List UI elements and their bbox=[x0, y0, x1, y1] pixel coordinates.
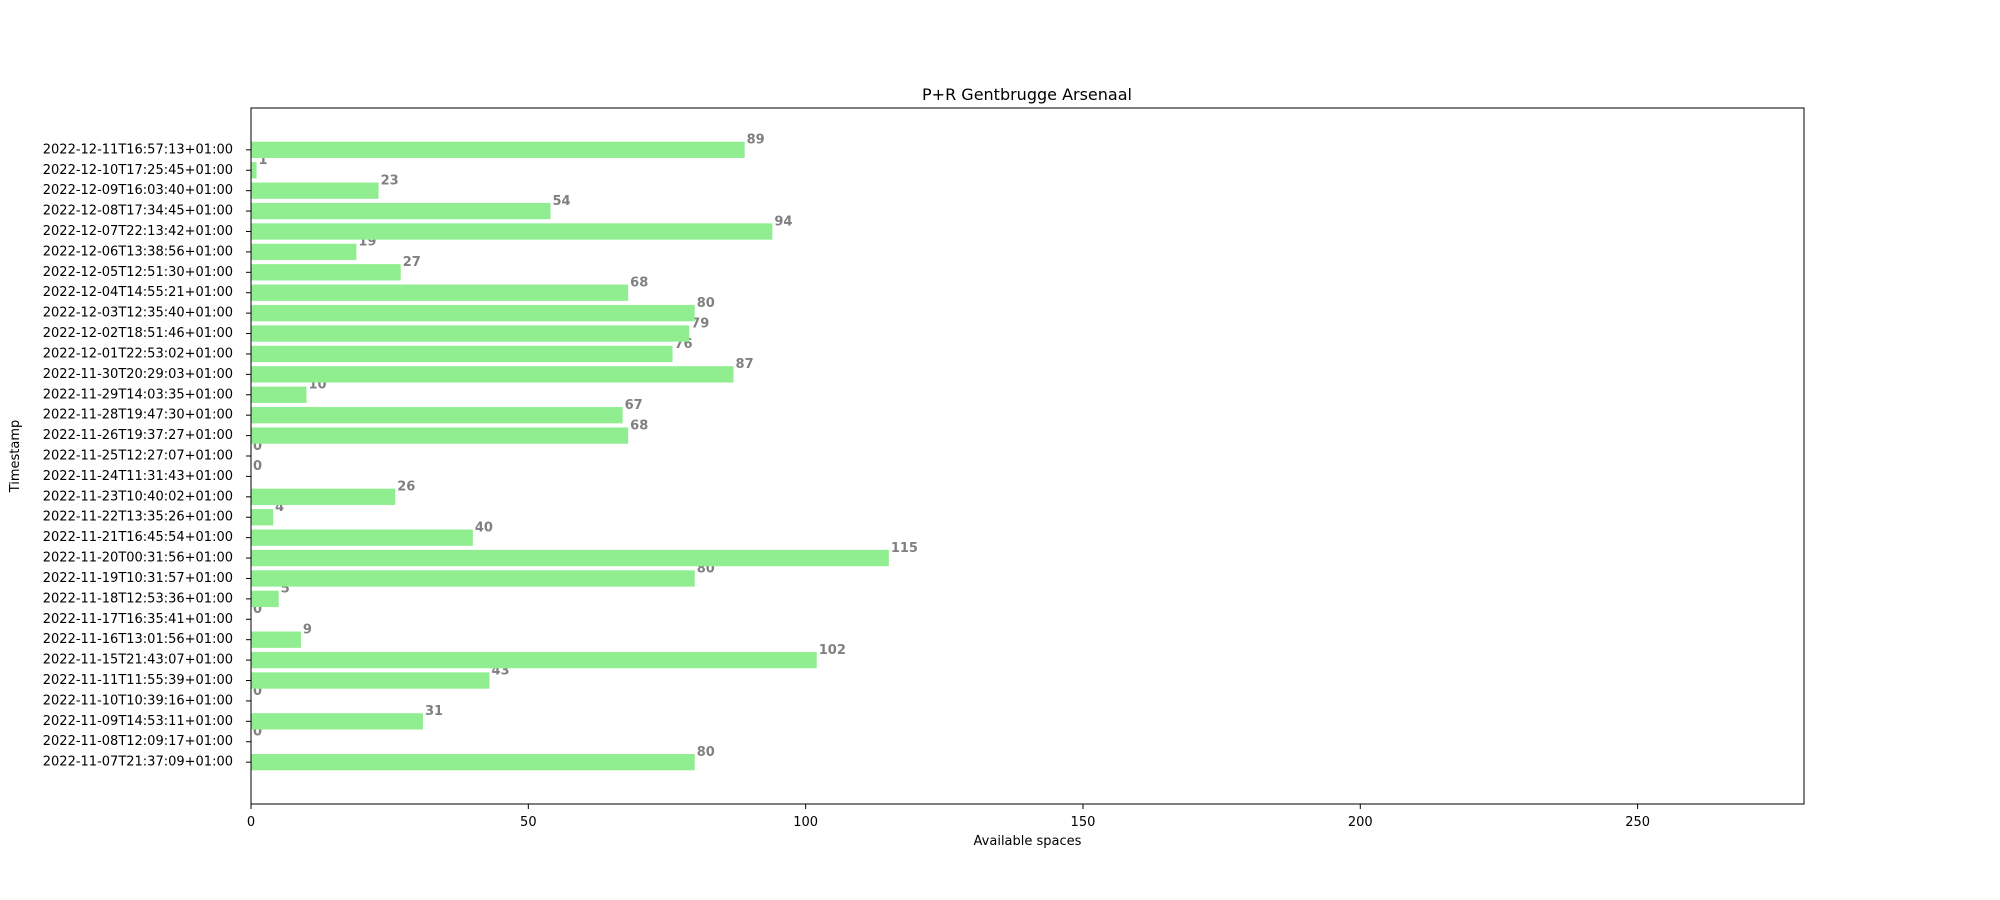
bar bbox=[251, 509, 274, 526]
bar bbox=[251, 325, 690, 342]
bar-value-label: 0 bbox=[253, 602, 262, 617]
x-tick-label: 100 bbox=[793, 815, 818, 830]
y-tick-label: 2022-12-11T16:57:13+01:00 bbox=[43, 142, 233, 157]
bar-value-label: 80 bbox=[697, 745, 715, 760]
bar-value-label: 68 bbox=[630, 276, 648, 291]
x-tick-label: 200 bbox=[1348, 815, 1373, 830]
y-tick-label: 2022-11-09T14:53:11+01:00 bbox=[43, 714, 233, 729]
y-tick-label: 2022-11-18T12:53:36+01:00 bbox=[43, 591, 233, 606]
plot-area-frame bbox=[250, 107, 1805, 805]
y-tick-label: 2022-11-08T12:09:17+01:00 bbox=[43, 734, 233, 749]
bar-value-label: 115 bbox=[891, 541, 918, 556]
y-tick-label: 2022-12-06T13:38:56+01:00 bbox=[43, 244, 233, 259]
bar bbox=[251, 243, 357, 261]
y-tick-label: 2022-12-10T17:25:45+01:00 bbox=[43, 163, 233, 178]
bar-value-label: 27 bbox=[403, 255, 421, 270]
bar bbox=[251, 570, 695, 587]
y-axis-title: Timestamp bbox=[8, 420, 23, 494]
x-ticks: 0 50 100 150 200 250 bbox=[247, 804, 1650, 830]
chart-title: P+R Gentbrugge Arsenaal bbox=[922, 85, 1132, 104]
y-tick-label: 2022-12-09T16:03:40+01:00 bbox=[43, 183, 233, 198]
bar bbox=[251, 182, 379, 199]
y-tick-label: 2022-11-24T11:31:43+01:00 bbox=[43, 469, 233, 484]
bar bbox=[251, 672, 490, 689]
y-tick-label: 2022-12-03T12:35:40+01:00 bbox=[43, 306, 233, 321]
x-tick-label: 250 bbox=[1625, 815, 1650, 830]
bar-value-label: 9 bbox=[303, 623, 312, 638]
y-tick-label: 2022-11-30T20:29:03+01:00 bbox=[43, 367, 233, 382]
bar-value-label: 79 bbox=[691, 316, 709, 331]
y-tick-label: 2022-12-05T12:51:30+01:00 bbox=[43, 265, 233, 280]
bar bbox=[251, 549, 889, 567]
bar bbox=[251, 407, 623, 424]
y-tick-label: 2022-11-23T10:40:02+01:00 bbox=[43, 489, 233, 504]
bar bbox=[251, 488, 396, 505]
y-tick-label: 2022-11-21T16:45:54+01:00 bbox=[43, 530, 233, 545]
bar-value-label: 1 bbox=[259, 153, 268, 168]
x-tick-label: 0 bbox=[247, 815, 255, 830]
bar bbox=[251, 753, 695, 771]
y-tick-label: 2022-11-15T21:43:07+01:00 bbox=[43, 653, 233, 668]
y-tick-label: 2022-11-11T11:55:39+01:00 bbox=[43, 673, 233, 688]
y-tick-label: 2022-11-25T12:27:07+01:00 bbox=[43, 449, 233, 464]
bar bbox=[251, 141, 745, 159]
y-tick-label: 2022-11-07T21:37:09+01:00 bbox=[43, 755, 233, 770]
y-tick-label: 2022-11-20T00:31:56+01:00 bbox=[43, 551, 233, 566]
y-tick-label: 2022-12-01T22:53:02+01:00 bbox=[43, 346, 233, 361]
x-axis-title: Available spaces bbox=[974, 834, 1082, 849]
bar bbox=[251, 264, 401, 281]
y-tick-label: 2022-11-16T13:01:56+01:00 bbox=[43, 632, 233, 647]
bar bbox=[251, 345, 673, 363]
y-tick-label: 2022-12-02T18:51:46+01:00 bbox=[43, 326, 233, 341]
bar bbox=[251, 631, 301, 648]
bar-value-label: 40 bbox=[475, 520, 493, 535]
y-tick-label: 2022-11-10T10:39:16+01:00 bbox=[43, 693, 233, 708]
y-tick-label: 2022-11-29T14:03:35+01:00 bbox=[43, 387, 233, 402]
x-tick-label: 50 bbox=[520, 815, 537, 830]
bar-value-label: 0 bbox=[253, 725, 262, 740]
bar bbox=[251, 529, 473, 546]
bar-value-label: 5 bbox=[281, 582, 290, 597]
bar bbox=[251, 651, 817, 669]
x-tick-label: 150 bbox=[1071, 815, 1096, 830]
bar-value-label: 54 bbox=[553, 194, 571, 209]
bar-value-label: 89 bbox=[747, 133, 765, 148]
bar bbox=[251, 304, 695, 322]
bar bbox=[251, 713, 423, 730]
y-tick-label: 2022-12-08T17:34:45+01:00 bbox=[43, 204, 233, 219]
bar-value-label: 0 bbox=[253, 439, 262, 454]
y-tick-label: 2022-11-26T19:37:27+01:00 bbox=[43, 428, 233, 443]
bar-value-label: 31 bbox=[425, 704, 443, 719]
bar-value-label: 0 bbox=[253, 684, 262, 699]
y-tick-label: 2022-11-17T16:35:41+01:00 bbox=[43, 612, 233, 627]
bar bbox=[251, 223, 773, 240]
bar-value-label: 87 bbox=[736, 357, 754, 372]
bar-value-label: 102 bbox=[819, 643, 846, 658]
y-tick-label: 2022-12-04T14:55:21+01:00 bbox=[43, 285, 233, 300]
bar-value-label: 68 bbox=[630, 418, 648, 433]
bar-value-label: 67 bbox=[625, 398, 643, 413]
y-tick-label: 2022-11-19T10:31:57+01:00 bbox=[43, 571, 233, 586]
bar-value-label: 94 bbox=[774, 214, 792, 229]
bar bbox=[251, 284, 629, 301]
bar-value-label: 23 bbox=[381, 173, 399, 188]
y-tick-label: 2022-12-07T22:13:42+01:00 bbox=[43, 224, 233, 239]
y-tick-labels: 2022-11-07T21:37:09+01:00 2022-11-08T12:0… bbox=[43, 142, 251, 770]
bar bbox=[251, 162, 257, 179]
y-tick-label: 2022-11-28T19:47:30+01:00 bbox=[43, 408, 233, 423]
bar bbox=[251, 386, 307, 403]
y-tick-label: 2022-11-22T13:35:26+01:00 bbox=[43, 510, 233, 525]
bar bbox=[251, 366, 734, 383]
bar-value-label: 0 bbox=[253, 459, 262, 474]
bar bbox=[251, 590, 279, 608]
bar-value-label: 80 bbox=[697, 296, 715, 311]
bar bbox=[251, 202, 551, 220]
bar bbox=[251, 427, 629, 444]
bar-value-label: 26 bbox=[397, 480, 415, 495]
bar-value-label: 4 bbox=[275, 500, 284, 515]
bars-layer: 8003104310290580115404260068671087767980… bbox=[251, 133, 918, 771]
